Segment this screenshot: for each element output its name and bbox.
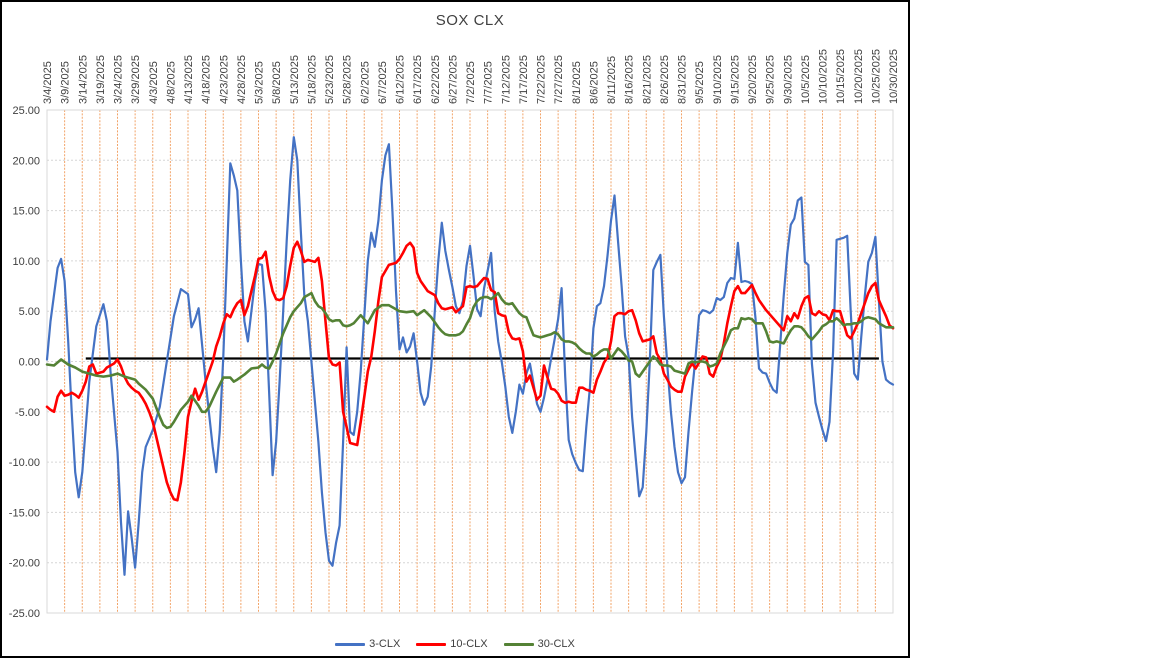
x-axis-date-label: 5/23/2025 [324, 55, 336, 104]
chart-title: SOX CLX [435, 12, 505, 29]
legend-item-10clx: 10-CLX [416, 638, 488, 650]
x-axis-date-label: 5/8/2025 [271, 61, 283, 104]
x-axis-date-label: 6/17/2025 [412, 55, 424, 104]
x-axis-date-label: 7/22/2025 [536, 55, 548, 104]
legend-item-30clx: 30-CLX [503, 638, 575, 650]
x-axis-date-label: 3/24/2025 [113, 55, 125, 104]
plot-area: 25.00 20.00 15.00 10.00 5.00 0.00 -5.00 -10.00 -… [9, 49, 900, 620]
y-axis-tick-label: -20.00 [9, 558, 40, 570]
y-axis-tick-label: -15.00 [9, 507, 40, 519]
x-axis-date-label: 6/2/2025 [359, 61, 371, 104]
x-axis-date-label: 10/15/2025 [835, 49, 847, 104]
y-axis-tick-label: 15.00 [12, 206, 40, 218]
y-axis-tick-label: 0.00 [19, 357, 40, 369]
x-axis-date-label: 8/1/2025 [571, 61, 583, 104]
x-axis-date-label: 10/30/2025 [888, 49, 900, 104]
x-axis-date-label: 5/28/2025 [342, 55, 354, 104]
x-axis-date-label: 4/23/2025 [218, 55, 230, 104]
legend-item-3clx: 3-CLX [335, 638, 400, 650]
x-axis-date-label: 3/19/2025 [95, 55, 107, 104]
x-axis-date-label: 3/29/2025 [130, 55, 142, 104]
series-line-30-clx [45, 291, 895, 430]
x-axis-date-label: 10/20/2025 [853, 49, 865, 104]
x-axis-date-label: 4/3/2025 [148, 61, 160, 104]
legend-swatch-3clx [335, 642, 366, 646]
x-axis-date-label: 7/7/2025 [483, 61, 495, 104]
x-axis-date-label: 8/6/2025 [588, 61, 600, 104]
y-axis-tick-label: 10.00 [12, 256, 40, 268]
x-axis-date-label: 7/12/2025 [500, 55, 512, 104]
x-axis-date-label: 10/25/2025 [870, 49, 882, 104]
x-axis-date-label: 6/22/2025 [430, 55, 442, 104]
x-axis-date-label: 10/5/2025 [800, 55, 812, 104]
x-axis-date-label: 9/10/2025 [712, 55, 724, 104]
x-axis-date-label: 4/13/2025 [183, 55, 195, 104]
x-axis-date-label: 9/20/2025 [747, 55, 759, 104]
x-axis-date-label: 9/25/2025 [765, 55, 777, 104]
x-axis-date-label: 8/11/2025 [606, 56, 618, 104]
x-axis-date-label: 6/12/2025 [395, 55, 407, 104]
y-axis-tick-label: 25.00 [12, 105, 40, 117]
x-axis-date-label: 8/21/2025 [641, 55, 653, 104]
x-axis-date-label: 5/13/2025 [289, 55, 301, 104]
y-axis-tick-label: -5.00 [15, 407, 40, 419]
legend-swatch-30clx [503, 642, 534, 646]
x-axis-date-label: 3/4/2025 [42, 61, 54, 104]
x-axis-date-label: 3/14/2025 [77, 55, 89, 104]
x-axis-date-label: 7/17/2025 [518, 55, 530, 104]
x-axis-date-label: 6/7/2025 [377, 61, 389, 104]
x-axis-date-label: 7/27/2025 [553, 55, 565, 104]
x-axis-date-label: 7/2/2025 [465, 61, 477, 104]
y-axis-tick-label: 5.00 [19, 306, 40, 318]
x-axis-date-label: 9/30/2025 [782, 55, 794, 104]
x-axis-date-label: 6/27/2025 [447, 55, 459, 104]
series-line-10-clx [45, 240, 895, 502]
series-line-3-clx [45, 136, 895, 576]
legend-label-10clx: 10-CLX [450, 638, 488, 650]
x-axis-date-label: 3/9/2025 [60, 61, 72, 104]
x-axis-date-label: 9/15/2025 [729, 55, 741, 104]
chart-frame: SOX CLX 25.00 20.00 15.00 10.00 5.00 0.00 -5.0… [0, 0, 910, 658]
legend-label-30clx: 30-CLX [537, 638, 575, 650]
legend-label-3clx: 3-CLX [369, 638, 401, 650]
x-axis-date-label: 4/18/2025 [201, 55, 213, 104]
y-axis-tick-label: 20.00 [12, 155, 40, 167]
x-axis-date-label: 5/3/2025 [254, 61, 266, 104]
legend: 3-CLX 10-CLX 30-CLX [2, 638, 908, 650]
x-axis-date-label: 9/5/2025 [694, 61, 706, 104]
x-axis-date-label: 8/26/2025 [659, 55, 671, 104]
x-axis-date-label: 8/31/2025 [677, 55, 689, 104]
x-axis-date-label: 5/18/2025 [306, 55, 318, 104]
y-axis-tick-label: -25.00 [9, 608, 40, 620]
y-axis-tick-label: -10.00 [9, 457, 40, 469]
x-axis-date-label: 10/10/2025 [818, 49, 830, 104]
legend-swatch-10clx [416, 642, 447, 646]
x-axis-date-label: 4/8/2025 [165, 61, 177, 104]
x-axis-date-label: 4/28/2025 [236, 55, 248, 104]
x-axis-date-label: 8/16/2025 [624, 55, 636, 104]
